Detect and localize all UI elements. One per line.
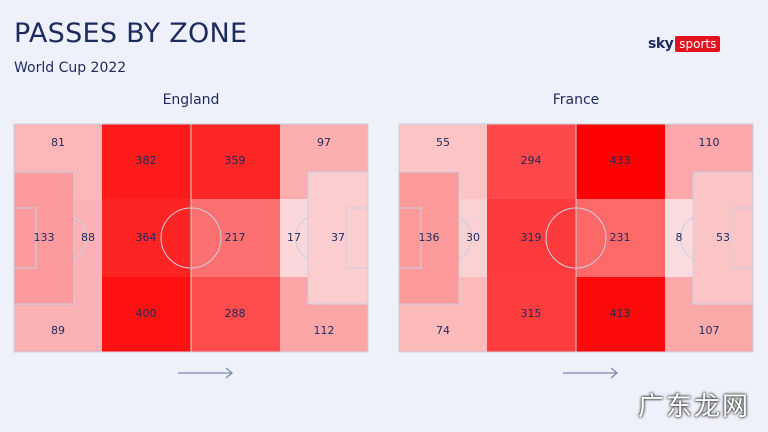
chart-subtitle: World Cup 2022 (14, 60, 127, 76)
value-left-bottom: 89 (51, 324, 65, 337)
value-left-box-inner: 30 (466, 231, 480, 244)
value-midL-bottom: 315 (521, 307, 542, 320)
zone-midR-bottom (576, 277, 665, 352)
zone-midL-top (487, 124, 576, 199)
zone-right-box-outer (693, 172, 753, 304)
value-midL-center: 364 (136, 231, 157, 244)
value-left-box-outer: 136 (419, 231, 440, 244)
value-left-bottom: 74 (436, 324, 450, 337)
logo-sky-text: sky (648, 36, 674, 52)
value-midL-center: 319 (521, 231, 542, 244)
zone-left-box-inner (74, 199, 102, 277)
value-left-top: 81 (51, 136, 65, 149)
watermark: 广东龙网 (638, 392, 751, 422)
left-six-yard-box (398, 207, 422, 269)
left-penalty-arc (73, 216, 87, 260)
right-six-yard-box (345, 207, 369, 269)
value-right-bottom: 107 (699, 324, 720, 337)
zone-left-box-inner (459, 199, 487, 277)
sky-sports-logo: sky sports (648, 35, 721, 53)
value-midR-center: 217 (225, 231, 246, 244)
value-right-top: 110 (699, 136, 720, 149)
zone-right-box-outer (308, 172, 368, 304)
pitch-france: 55 74 30 136 294 319 315 433 231 413 110 107 8 53 Fran… (398, 92, 754, 379)
right-penalty-arc (680, 216, 694, 260)
value-right-box-outer: 53 (716, 231, 730, 244)
value-right-box-inner: 8 (676, 231, 683, 244)
zone-midR-bottom (191, 277, 280, 352)
team-label: France (553, 92, 600, 108)
value-midR-bottom: 288 (225, 307, 246, 320)
value-midR-center: 231 (610, 231, 631, 244)
right-penalty-arc (295, 216, 309, 260)
center-circle (545, 207, 607, 269)
value-right-box-inner: 17 (287, 231, 301, 244)
value-left-top: 55 (436, 136, 450, 149)
arrow-head-icon (610, 367, 619, 379)
center-circle (160, 207, 222, 269)
zone-right-box-inner (665, 199, 693, 277)
value-midR-bottom: 413 (610, 307, 631, 320)
zone-left-box-outer (399, 172, 459, 304)
pitch-england: 81 89 88 133 382 364 400 359 217 288 97 112 17 37 Engl… (13, 92, 369, 379)
chart-title: PASSES BY ZONE (14, 18, 248, 49)
left-six-yard-box (13, 207, 37, 269)
zone-midR-top (576, 124, 665, 199)
value-midL-bottom: 400 (136, 307, 157, 320)
right-six-yard-box (730, 207, 754, 269)
value-right-box-outer: 37 (331, 231, 345, 244)
value-midR-top: 433 (610, 154, 631, 167)
value-midL-top: 294 (521, 154, 542, 167)
zone-midL-top (102, 124, 191, 199)
zone-right-box-inner (280, 199, 308, 277)
value-right-bottom: 112 (314, 324, 335, 337)
left-penalty-arc (458, 216, 472, 260)
zone-midR-top (191, 124, 280, 199)
arrow-head-icon (225, 367, 234, 379)
value-left-box-outer: 133 (34, 231, 55, 244)
value-right-top: 97 (317, 136, 331, 149)
zone-midL-bottom (102, 277, 191, 352)
zone-midL-bottom (487, 277, 576, 352)
team-label: England (163, 92, 220, 108)
logo-sports-text: sports (675, 36, 721, 52)
value-left-box-inner: 88 (81, 231, 95, 244)
value-midL-top: 382 (136, 154, 157, 167)
value-midR-top: 359 (225, 154, 246, 167)
zone-left-box-outer (14, 172, 74, 304)
